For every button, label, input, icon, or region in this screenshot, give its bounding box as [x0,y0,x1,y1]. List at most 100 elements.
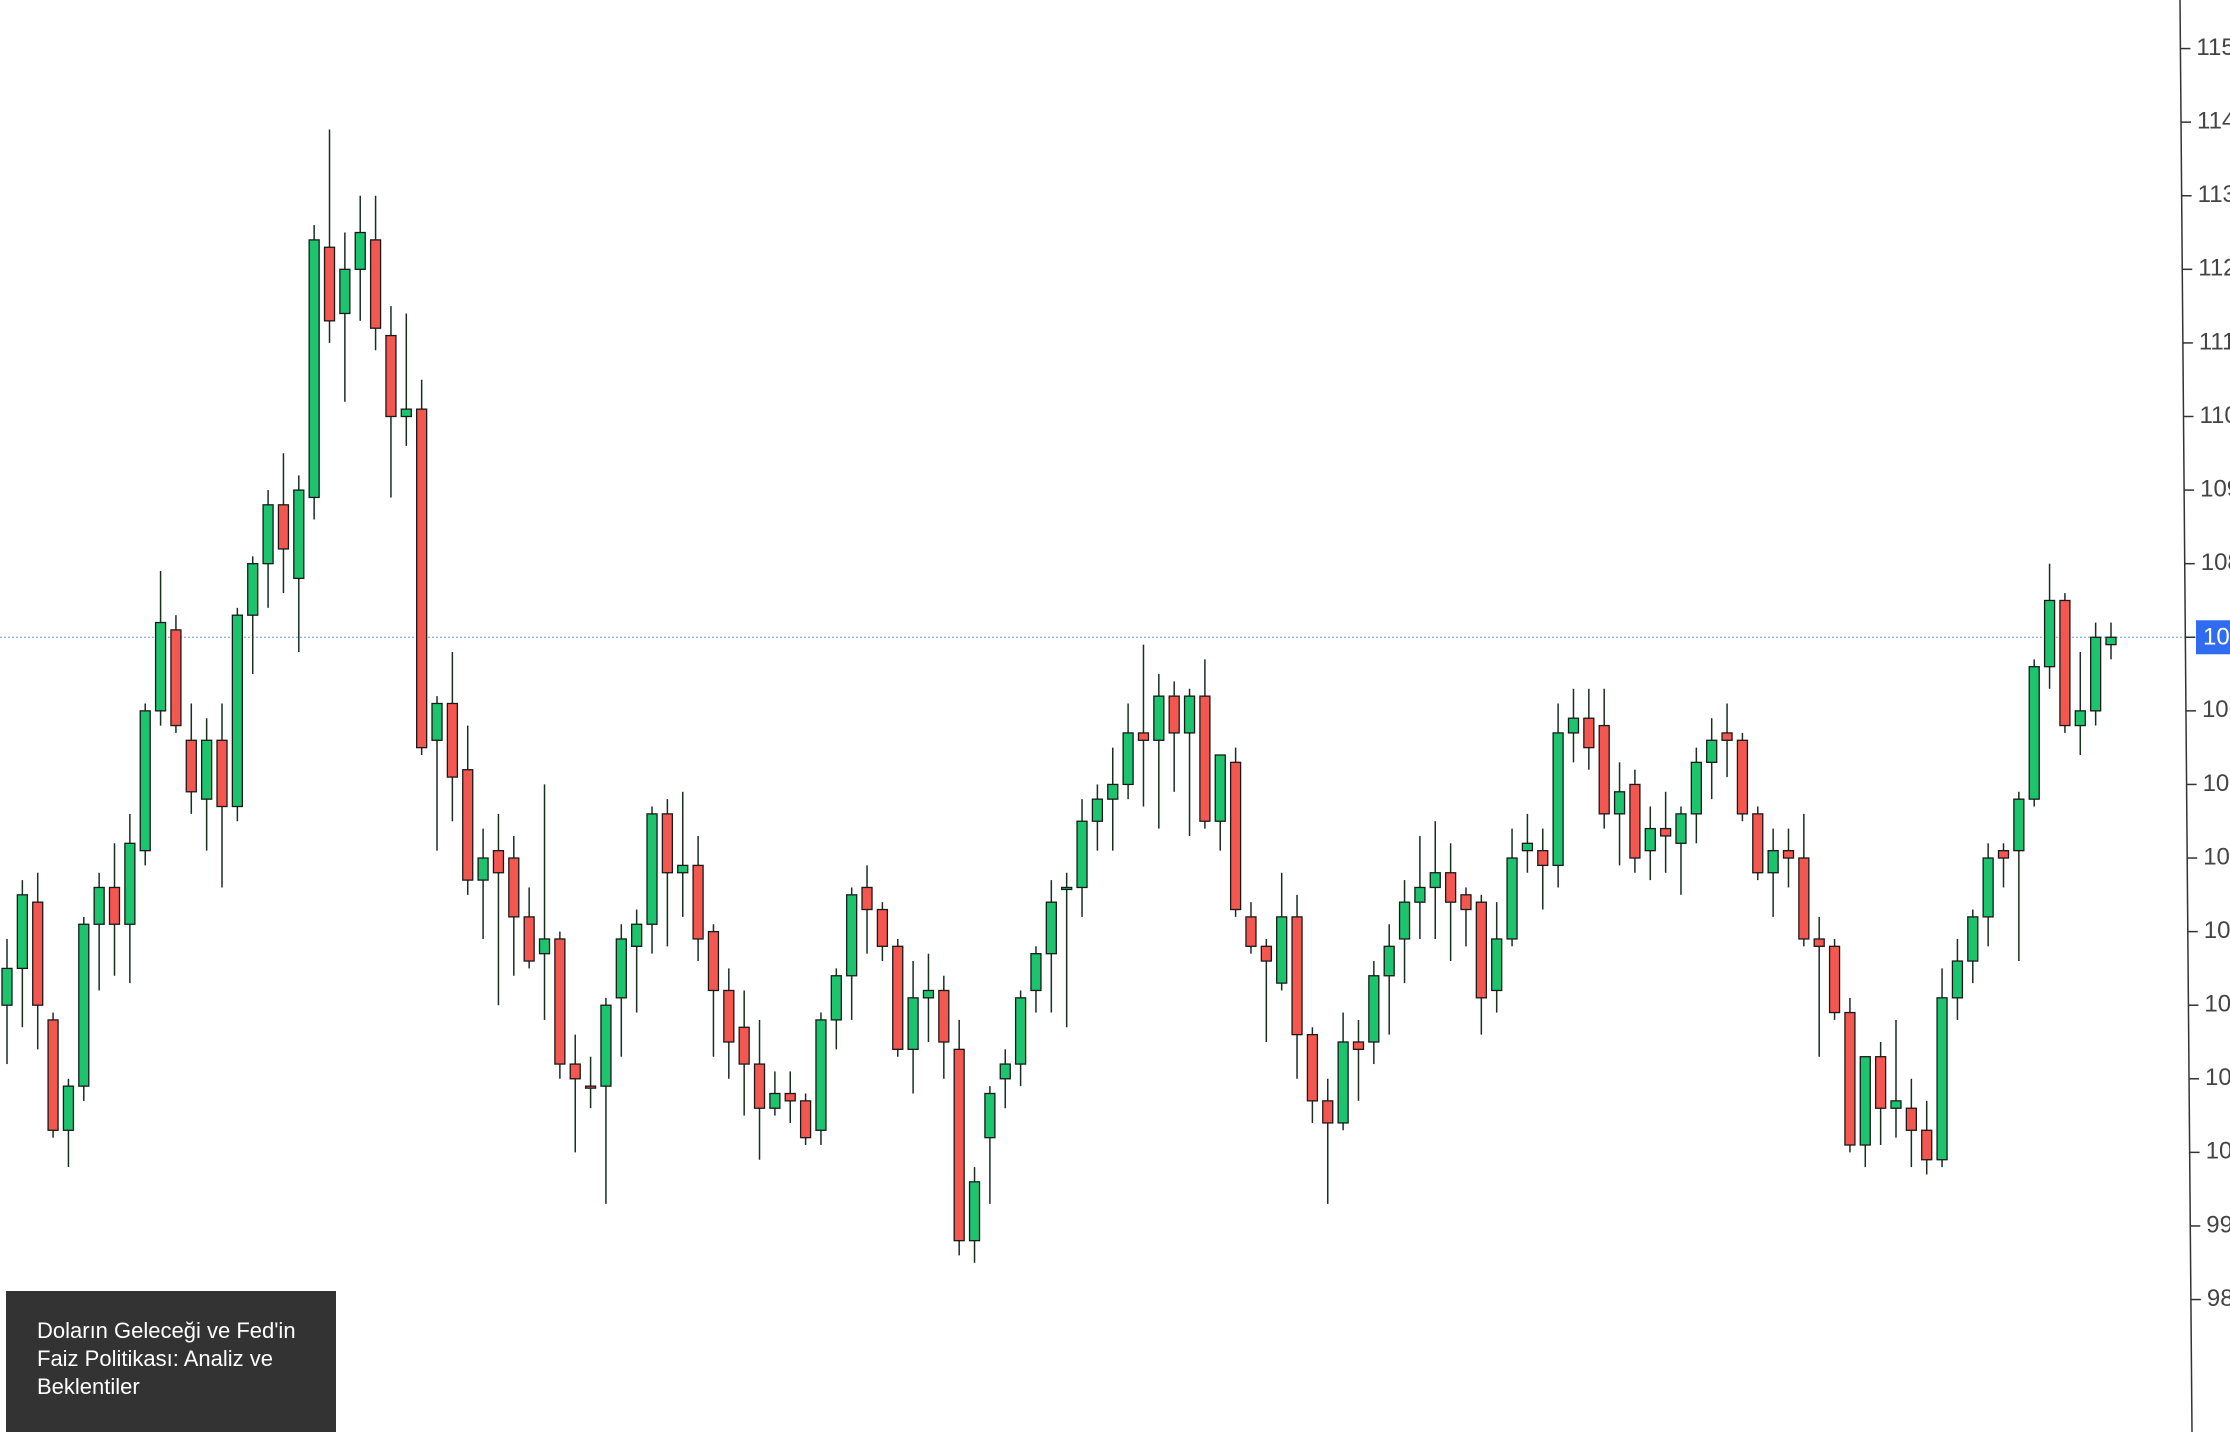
candle-body [1045,901,1057,955]
candle-body [1183,695,1196,734]
candle-body [1168,695,1180,734]
candle-body [1828,945,1841,1014]
candle-body [1429,872,1441,889]
candle-body [1352,1041,1365,1050]
candle-body [1706,739,1718,764]
candle-body [1644,827,1656,852]
candle-body [953,1048,965,1242]
candle-body [707,930,720,992]
candle-body [1122,732,1134,786]
candle-body [139,710,151,852]
candle-body [799,1100,812,1139]
candle-body [999,1063,1011,1080]
candle-body [1107,783,1119,800]
candle-body [830,975,842,1021]
candle-body [369,239,382,329]
candle-body [769,1092,781,1109]
candle-body [569,1063,581,1080]
candle-body [1076,820,1088,889]
candle-body [1291,916,1303,1036]
candle-body [1752,813,1764,874]
candle-body [2105,636,2117,646]
candle-body [1813,938,1825,947]
candle-body [861,886,873,911]
candle-body [1260,945,1272,962]
candle-body [984,1092,996,1139]
candle-body [1583,717,1595,749]
candle-body [1782,850,1795,859]
candle-body [523,916,535,962]
candle-body [692,864,704,940]
candle-body [216,739,228,808]
candle-body [753,1063,766,1109]
candle-body [2089,636,2102,712]
candle-body [615,938,627,999]
candle-body [738,1026,750,1065]
candle-body [1506,857,1518,940]
candle-body [93,886,105,925]
candle-body [1322,1100,1334,1124]
candle-body [1690,761,1702,815]
candle-body [1552,732,1564,867]
y-tick-label: 110 [2199,402,2230,429]
candle-body [1245,916,1257,947]
candle-body [1460,894,1472,911]
candle-body [1598,724,1610,815]
candle-body [1214,754,1226,822]
candle-body [1229,761,1242,911]
candle-body [339,268,351,315]
candle-body [1491,938,1503,992]
y-tick-label: 99 [2206,1211,2230,1238]
candle-body [47,1019,59,1131]
candle-body [323,246,336,322]
price-badge [2196,620,2230,655]
candle-body [247,563,259,616]
candle-body [1368,975,1380,1043]
candle-body [416,408,428,749]
candle-body [462,769,474,881]
candle-body [293,489,305,580]
candle-body [1613,791,1626,815]
candle-body [1537,850,1549,867]
candle-body [1798,857,1810,940]
candle-body [446,702,459,778]
candle-body [1,967,13,1006]
candle-body [1844,1011,1856,1146]
candle-body [2043,599,2056,668]
candle-body [600,1004,612,1087]
candle-body [1521,842,1534,852]
candle-body [492,850,505,874]
candle-body [508,857,520,918]
candle-body [2074,710,2086,727]
candle-body [200,739,213,800]
candle-body [646,813,658,925]
candle-body [262,504,274,565]
candle-body [1905,1107,1918,1131]
candle-body [538,938,551,955]
y-tick-label: 102 [2204,991,2230,1018]
candle-body [1567,717,1580,734]
candle-body [170,629,182,727]
y-tick-label: 106 [2202,696,2230,723]
candle-body [892,945,904,1050]
y-tick-label: 108 [2201,549,2230,576]
y-axis-line [2179,0,2193,1432]
candle-body [1951,960,1964,999]
candle-body [385,334,397,418]
candle-body [1475,901,1487,999]
y-tick-label: 113 [2198,181,2230,208]
candle-body [185,739,197,793]
y-tick-label: 100 [2206,1138,2230,1165]
candle-body [876,908,889,947]
candle-body [968,1181,981,1242]
candle-body [1736,739,1749,815]
title-box: Doların Geleceği ve Fed'in Faiz Politika… [6,1291,336,1432]
candle-body [154,621,167,712]
candle-body [308,239,320,499]
candle-body [1398,901,1411,940]
candle-body [2028,666,2040,800]
candle-body [2059,599,2071,727]
candle-body [231,614,244,808]
candle-body [1982,857,1994,918]
